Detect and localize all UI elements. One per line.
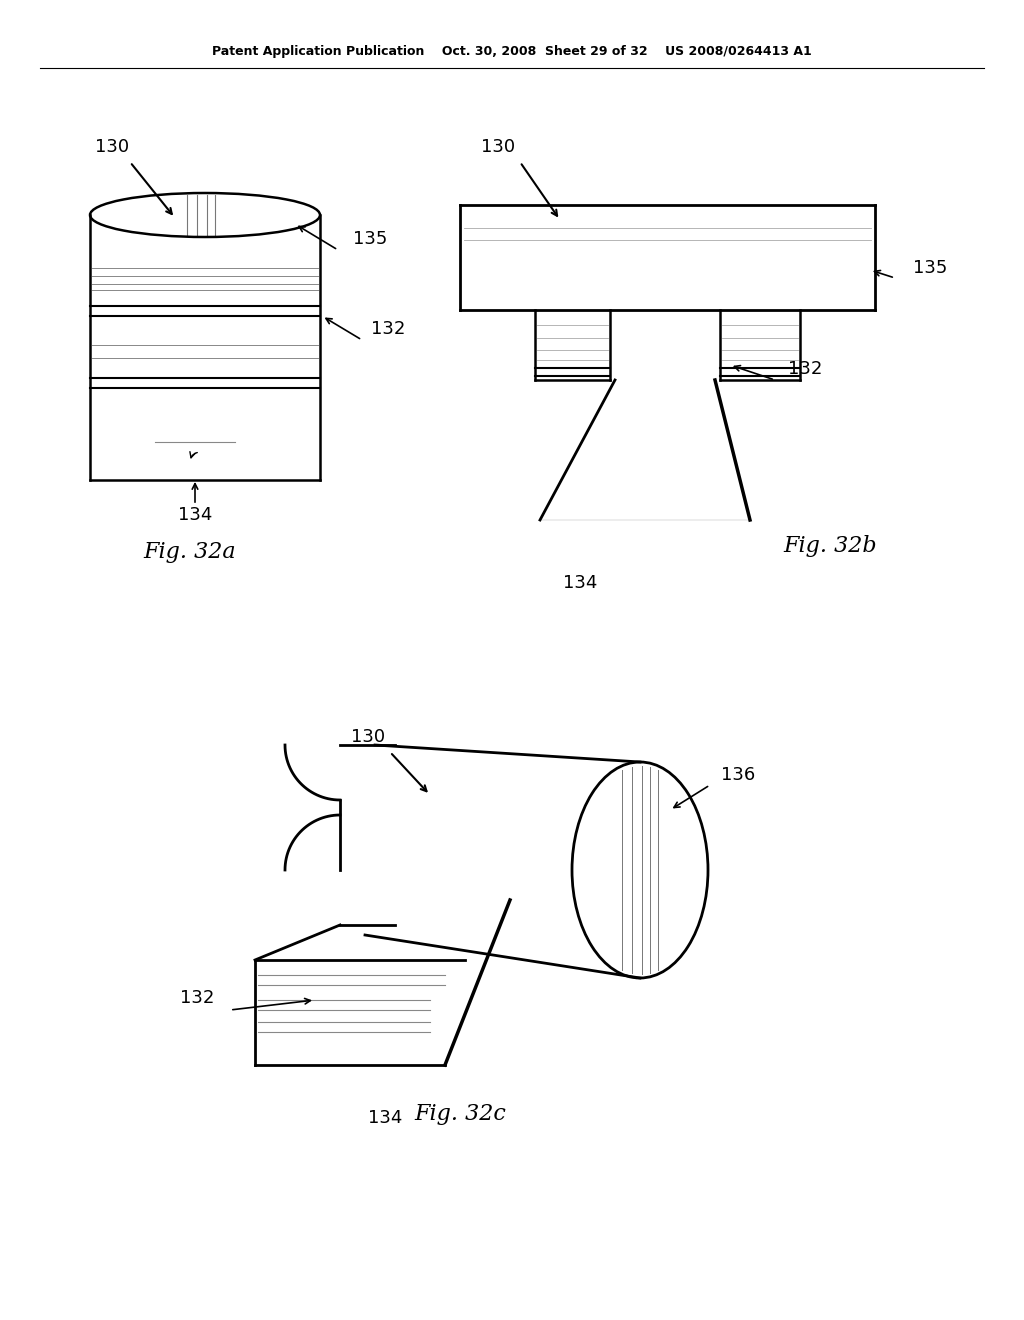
Text: 130: 130 [481, 139, 515, 156]
Text: 136: 136 [721, 766, 755, 784]
Text: 130: 130 [351, 729, 385, 746]
Text: 135: 135 [912, 259, 947, 277]
Text: Fig. 32b: Fig. 32b [783, 535, 877, 557]
Text: 134: 134 [368, 1109, 402, 1127]
Text: Patent Application Publication    Oct. 30, 2008  Sheet 29 of 32    US 2008/02644: Patent Application Publication Oct. 30, … [212, 45, 812, 58]
Text: 130: 130 [95, 139, 129, 156]
Text: Fig. 32a: Fig. 32a [143, 541, 237, 564]
Text: 132: 132 [371, 319, 406, 338]
Text: 134: 134 [563, 574, 597, 591]
Text: 134: 134 [178, 506, 212, 524]
Text: 135: 135 [353, 230, 387, 248]
Text: Fig. 32c: Fig. 32c [414, 1104, 506, 1125]
Text: 132: 132 [787, 360, 822, 378]
Text: 132: 132 [180, 989, 214, 1007]
